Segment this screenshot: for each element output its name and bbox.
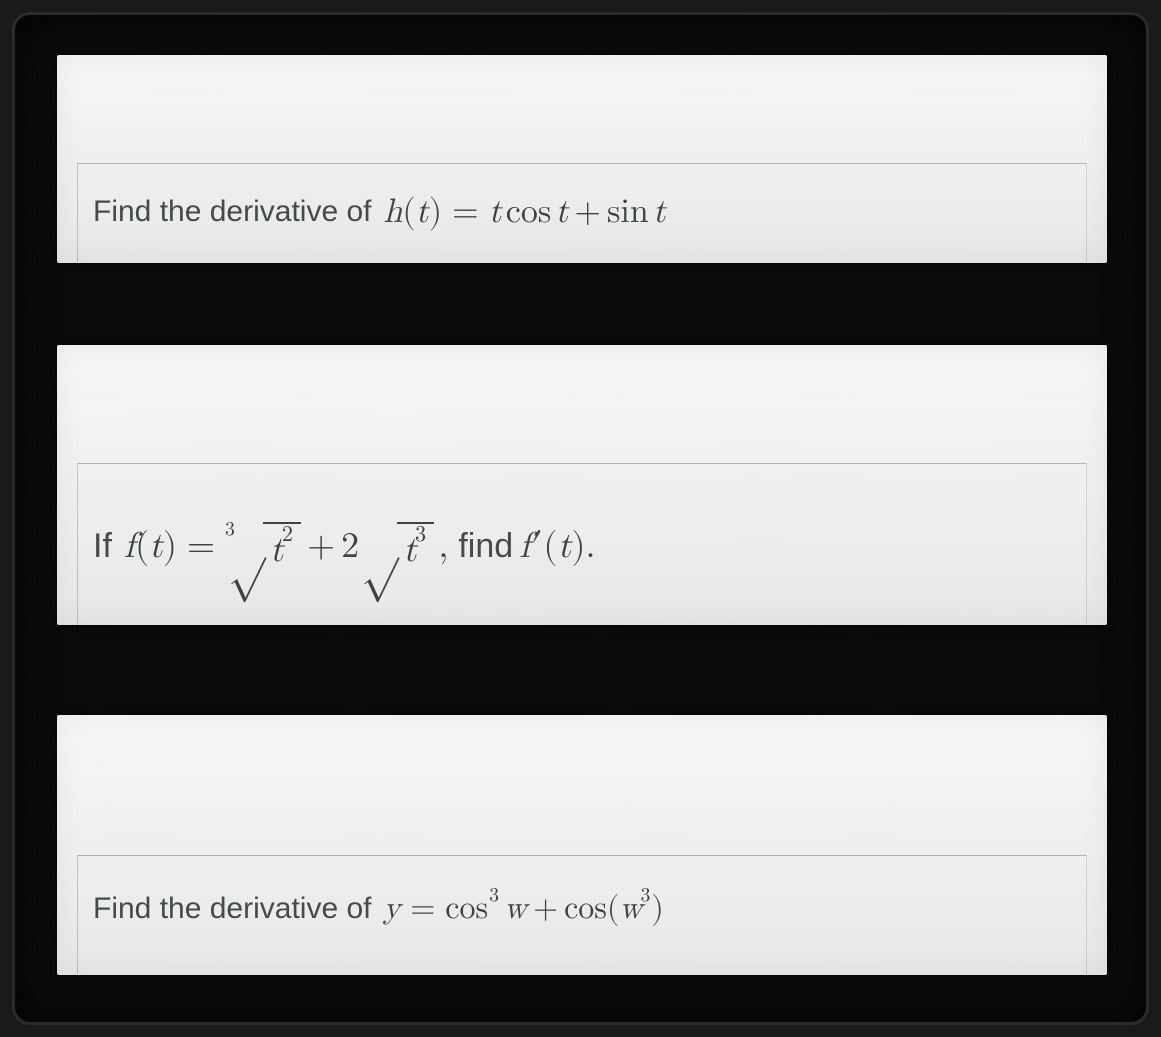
question-card-2: If f(t) = 3 √ t2 + 2 √ t3 (57, 345, 1107, 625)
q2-r2-exp: 3 (415, 524, 426, 546)
q3-t1-pow: 3 (489, 883, 499, 908)
q2-eq: = (187, 524, 215, 569)
q2-cuberoot: 3 √ t2 (225, 522, 301, 571)
question-card-1: Find the derivative of h(t) = t cos t + … (57, 55, 1107, 263)
q1-t2-fn: sin (607, 191, 649, 234)
q1-t2-arg: t (653, 191, 666, 234)
q2-r1-exp: 2 (282, 524, 293, 546)
q1-arg: t (416, 191, 429, 234)
q2-period: . (585, 524, 595, 569)
q1-fn: h (383, 191, 402, 234)
q1-math: h(t) = t cos t + sin t (383, 191, 665, 234)
question-1-text: Find the derivative of h(t) = t cos t + … (93, 191, 666, 234)
q2-tail-fn: f (519, 524, 530, 569)
q2-sqrt: √ t3 (361, 522, 434, 571)
q2-rparen: ) (163, 524, 177, 569)
q1-op: + (575, 191, 601, 234)
q2-comma: , (438, 524, 448, 569)
q3-eq: = (410, 889, 435, 929)
q2-lead: If (93, 525, 112, 568)
q3-t2-argexp: 3 (640, 883, 650, 908)
q2-prime: ′ (531, 524, 542, 569)
q2-radicand-2: t3 (397, 522, 435, 571)
q2-tail-rparen: ) (571, 524, 585, 569)
q3-t2-lparen: ( (607, 889, 619, 929)
question-card-3: Find the derivative of y = cos3 w + cos(… (57, 715, 1107, 975)
q2-coef2: 2 (341, 524, 359, 569)
q3-t2-fn: cos (564, 889, 607, 929)
q3-t2-rparen: ) (651, 889, 663, 929)
question-2-text: If f(t) = 3 √ t2 + 2 √ t3 (93, 522, 595, 571)
q3-t2-argvar: w (619, 889, 642, 929)
q2-lparen: ( (135, 524, 149, 569)
q3-op: + (533, 889, 558, 929)
q2-math: f(t) = 3 √ t2 + 2 √ t3 (124, 522, 434, 571)
q3-t1-fn: cos (445, 889, 488, 929)
q2-tail-lparen: ( (543, 524, 557, 569)
q2-radicand-1: t2 (263, 522, 301, 571)
q2-tail-arg: t (557, 524, 571, 569)
q1-lparen: ( (402, 191, 415, 234)
q2-fn: f (124, 524, 135, 569)
q3-lhs: y (383, 889, 400, 929)
q1-rparen: ) (429, 191, 442, 234)
q2-fprime: f′(t). (519, 524, 595, 569)
q1-lead: Find the derivative of (93, 193, 371, 231)
q2-tail-pre: find (458, 525, 513, 568)
q2-op: + (307, 524, 335, 569)
question-3-text: Find the derivative of y = cos3 w + cos(… (93, 889, 664, 929)
q2-arg: t (149, 524, 163, 569)
q1-t1-coef: t (489, 191, 502, 234)
q1-t1-arg: t (555, 191, 568, 234)
screenshot-frame: Find the derivative of h(t) = t cos t + … (12, 12, 1149, 1025)
q1-t1-fn: cos (506, 191, 552, 234)
q3-math: y = cos3 w + cos(w3) (383, 889, 663, 929)
q3-lead: Find the derivative of (93, 890, 371, 928)
surd-icon: √ (361, 523, 399, 572)
q3-t1-arg: w (504, 889, 527, 929)
surd-icon: √ (228, 523, 266, 572)
q1-eq: = (452, 191, 478, 234)
